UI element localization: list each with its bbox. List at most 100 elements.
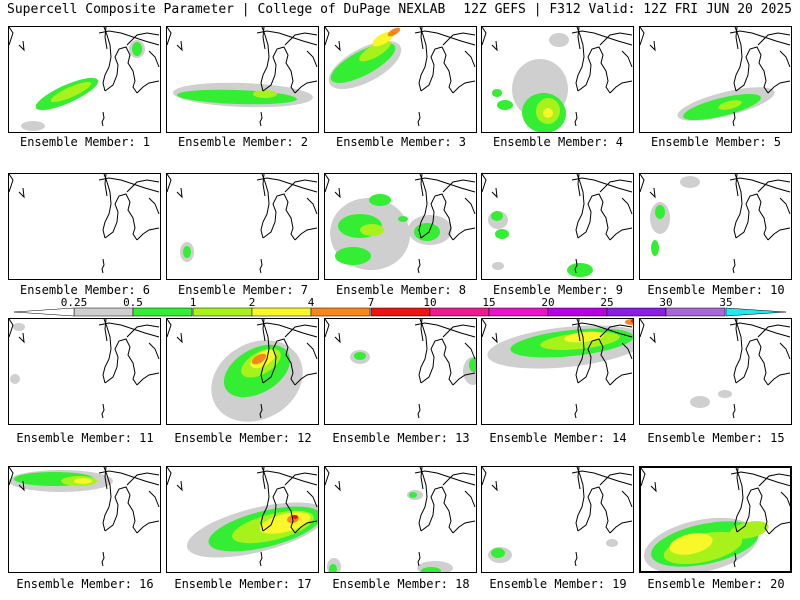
ensemble-panel-member-1[interactable] bbox=[8, 26, 161, 133]
map-outline bbox=[735, 46, 769, 94]
map-outline bbox=[733, 174, 743, 239]
map-outline bbox=[767, 227, 791, 241]
scp-map-member-16 bbox=[9, 467, 160, 567]
scp-contour-gray bbox=[718, 390, 732, 398]
ensemble-panel-member-12[interactable] bbox=[166, 318, 319, 425]
colorbar-tick-label: 20 bbox=[541, 296, 554, 309]
map-outline bbox=[334, 40, 341, 52]
ensemble-panel-member-5[interactable] bbox=[639, 26, 792, 133]
colorbar-tick-label: 2 bbox=[249, 296, 256, 309]
map-outline bbox=[621, 50, 633, 68]
ensemble-panel-member-15[interactable] bbox=[639, 318, 792, 425]
map-outline bbox=[260, 174, 270, 239]
map-outline bbox=[260, 319, 270, 384]
ensemble-panel-member-18[interactable] bbox=[324, 466, 477, 573]
ensemble-panel-member-9[interactable] bbox=[481, 173, 634, 280]
map-outline bbox=[306, 342, 318, 360]
scp-contour-green bbox=[183, 246, 191, 258]
scp-map-member-15 bbox=[640, 319, 791, 419]
map-outline bbox=[148, 342, 160, 360]
map-outline bbox=[104, 338, 138, 386]
map-outline bbox=[414, 177, 476, 193]
map-outline bbox=[167, 467, 172, 486]
scp-contour-gray bbox=[690, 396, 710, 408]
map-outline bbox=[574, 258, 578, 274]
colorbar-tick-label: 10 bbox=[423, 296, 436, 309]
map-outline bbox=[334, 480, 341, 492]
ensemble-panel-member-19[interactable] bbox=[481, 466, 634, 573]
map-outline bbox=[599, 179, 633, 193]
map-outline bbox=[575, 467, 585, 532]
map-outline bbox=[136, 227, 160, 241]
ensemble-panel-member-2[interactable] bbox=[166, 26, 319, 133]
map-outline bbox=[420, 27, 424, 50]
ensemble-panel-member-6[interactable] bbox=[8, 173, 161, 280]
ensemble-panel-member-3[interactable] bbox=[324, 26, 477, 133]
scp-contour-red bbox=[631, 319, 633, 323]
map-outline bbox=[284, 32, 318, 46]
scp-contour-green bbox=[491, 211, 503, 221]
map-outline bbox=[609, 227, 633, 241]
map-outline bbox=[176, 332, 183, 344]
map-outline bbox=[491, 480, 498, 492]
map-outline bbox=[9, 174, 14, 193]
map-outline bbox=[256, 30, 318, 46]
scp-contour-lightgreen bbox=[359, 40, 391, 62]
map-outline bbox=[577, 467, 581, 490]
map-outline bbox=[256, 177, 318, 193]
ensemble-panel-member-17[interactable] bbox=[166, 466, 319, 573]
ensemble-panel-member-8[interactable] bbox=[324, 173, 477, 280]
map-outline bbox=[414, 322, 476, 338]
map-outline bbox=[571, 470, 633, 486]
map-outline bbox=[325, 174, 330, 193]
map-outline bbox=[650, 481, 657, 493]
map-outline bbox=[294, 80, 318, 94]
ensemble-panel-member-4[interactable] bbox=[481, 26, 634, 133]
colorbar-segment bbox=[192, 307, 253, 317]
map-outline bbox=[640, 174, 645, 193]
map-outline bbox=[491, 40, 498, 52]
ensemble-panel-member-14[interactable] bbox=[481, 318, 634, 425]
map-outline bbox=[104, 46, 138, 94]
map-outline bbox=[306, 490, 318, 508]
map-outline bbox=[325, 27, 330, 46]
map-outline bbox=[136, 372, 160, 386]
map-outline bbox=[577, 338, 611, 386]
scp-map-member-12 bbox=[167, 319, 318, 422]
ensemble-panel-member-20[interactable] bbox=[639, 466, 792, 573]
map-outline bbox=[577, 27, 581, 50]
ensemble-member-label: Ensemble Member: 6 bbox=[19, 283, 151, 297]
map-outline bbox=[18, 187, 25, 199]
ensemble-panel-member-7[interactable] bbox=[166, 173, 319, 280]
scp-contour-gray bbox=[680, 176, 700, 188]
map-outline bbox=[98, 322, 160, 338]
map-outline bbox=[735, 338, 769, 386]
map-outline bbox=[104, 174, 108, 197]
ensemble-panel-member-16[interactable] bbox=[8, 466, 161, 573]
scp-contour-green bbox=[132, 42, 142, 56]
map-outline bbox=[294, 520, 318, 534]
ensemble-member-label: Ensemble Member: 8 bbox=[335, 283, 467, 297]
ensemble-member-label: Ensemble Member: 16 bbox=[16, 577, 154, 591]
map-outline bbox=[104, 193, 138, 241]
map-outline bbox=[148, 197, 160, 215]
colorbar-tick-label: 4 bbox=[308, 296, 315, 309]
ensemble-panel-member-10[interactable] bbox=[639, 173, 792, 280]
header-left-title: Supercell Composite Parameter | College … bbox=[7, 2, 446, 17]
map-outline bbox=[136, 80, 160, 94]
colorbar-segment bbox=[310, 307, 371, 317]
ensemble-panel-member-11[interactable] bbox=[8, 318, 161, 425]
map-outline bbox=[126, 32, 160, 46]
ensemble-member-label: Ensemble Member: 11 bbox=[16, 431, 154, 445]
map-outline bbox=[294, 372, 318, 386]
map-outline bbox=[418, 27, 428, 92]
map-outline bbox=[104, 486, 138, 534]
map-outline bbox=[452, 80, 476, 94]
scp-map-member-11 bbox=[9, 319, 160, 419]
scp-contour-gray bbox=[606, 539, 618, 547]
scp-contour-lightgreen bbox=[360, 224, 384, 236]
map-outline bbox=[729, 30, 791, 46]
ensemble-panel-member-13[interactable] bbox=[324, 318, 477, 425]
scp-contour-lightgreen bbox=[729, 521, 769, 539]
map-outline bbox=[733, 552, 737, 568]
